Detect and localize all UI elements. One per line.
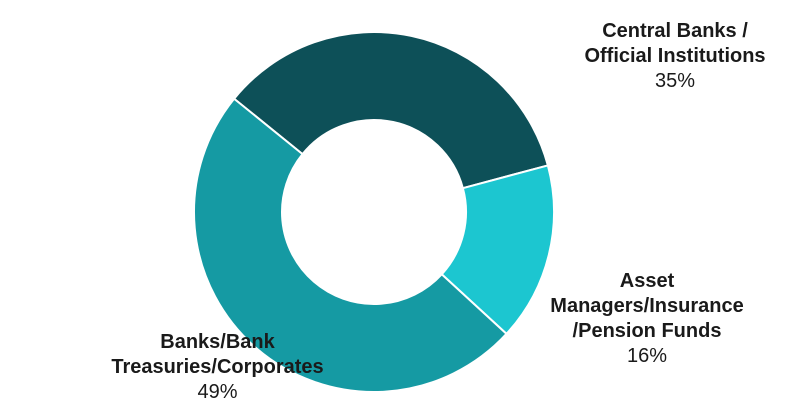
slice-percent-label: 35%	[654, 70, 696, 92]
donut-slice-1	[440, 164, 555, 336]
slice-name-line: Central Banks /	[602, 20, 748, 42]
slice-label-banks-corporates: Banks/Bank Treasuries/Corporates 49%	[95, 330, 340, 405]
slice-percent-label: 49%	[197, 381, 238, 403]
slice-name-line: Official Institutions	[584, 45, 766, 67]
slice-name-line: Managers/Insurance	[550, 295, 744, 317]
slice-name-line: Treasuries/Corporates	[111, 356, 324, 378]
donut-slice-0	[232, 31, 550, 190]
slice-name-line: Asset	[619, 270, 675, 292]
slice-name-line: Banks/Bank	[160, 331, 275, 353]
donut-slice-2	[193, 97, 508, 393]
slice-name-line: /Pension Funds	[572, 320, 722, 342]
slice-label-central-banks: Central Banks / Official Institutions 35…	[545, 19, 799, 94]
slice-label-asset-managers: Asset Managers/Insurance /Pension Funds …	[512, 269, 782, 369]
slice-percent-label: 16%	[626, 345, 668, 367]
